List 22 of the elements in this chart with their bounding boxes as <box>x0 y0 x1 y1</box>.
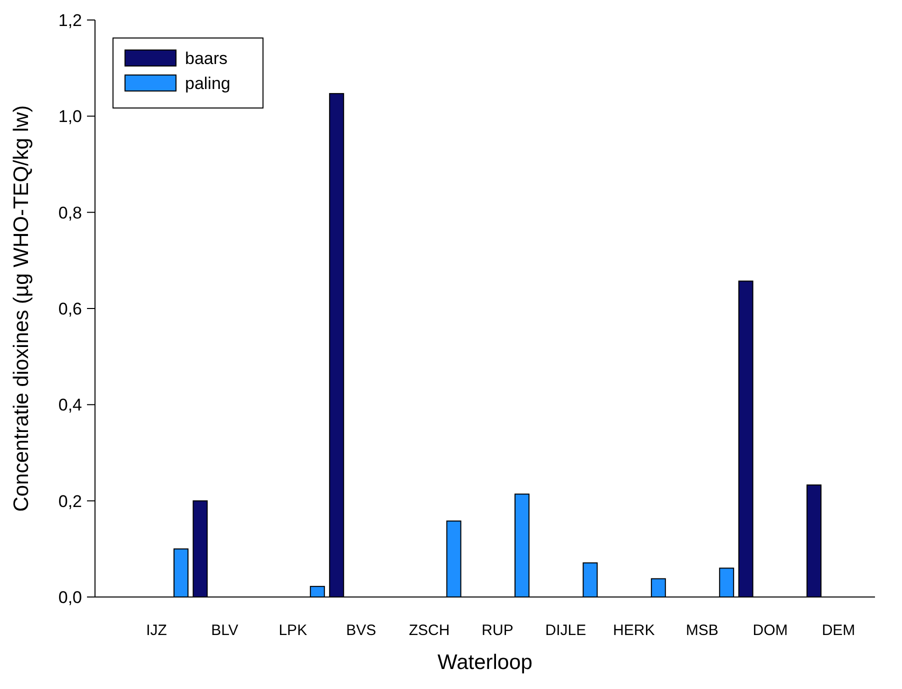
x-tick-label: ZSCH <box>408 622 450 639</box>
y-axis-title: Concentratie dioxines (µg WHO-TEQ/kg lw) <box>10 105 33 512</box>
x-tick-label: LPK <box>278 622 308 639</box>
x-tick-label: IJZ <box>146 622 167 639</box>
y-tick-label: 0,0 <box>58 588 82 607</box>
x-tick-label: RUP <box>482 622 514 639</box>
x-axis-title: Waterloop <box>438 651 532 674</box>
y-tick-label: 0,6 <box>58 299 82 318</box>
legend-label: paling <box>185 74 230 93</box>
y-tick-label: 0,8 <box>58 203 82 222</box>
y-tick-label: 1,0 <box>58 107 82 126</box>
x-tick-label: HERK <box>613 622 655 639</box>
x-tick-label: DIJLE <box>545 622 586 639</box>
x-tick-label: BVS <box>346 622 376 639</box>
x-tick-label: DOM <box>752 622 788 639</box>
x-tick-label: DEM <box>822 622 856 639</box>
y-tick-label: 0,2 <box>58 492 82 511</box>
y-tick-label: 0,4 <box>58 396 82 415</box>
legend-label: baars <box>185 49 228 68</box>
y-tick-label: 1,2 <box>58 10 82 30</box>
x-tick-label: MSB <box>686 622 718 639</box>
x-tick-label: BLV <box>211 622 238 639</box>
